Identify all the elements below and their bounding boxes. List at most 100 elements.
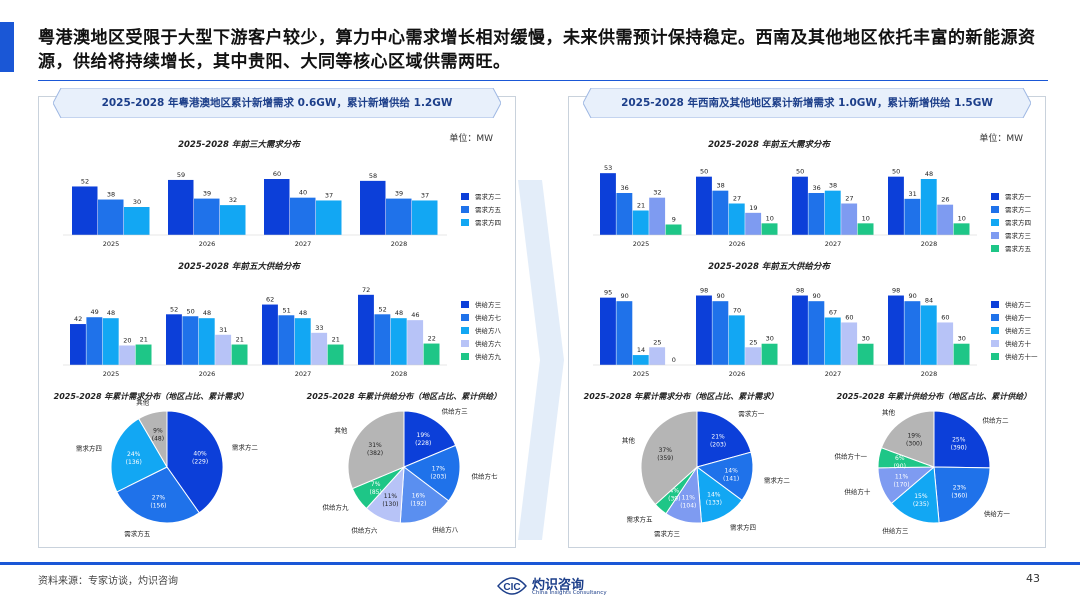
data-label: 30 [766,335,774,343]
bar [278,315,295,365]
bar [358,294,374,365]
data-label: 32 [229,196,237,204]
bar [920,179,937,235]
data-label: 67 [829,308,837,316]
slice-pct-label: 11% [682,495,696,502]
slice-pct-label: 19% [907,433,921,440]
slice-pct-label: 6% [895,455,905,462]
bar [904,301,921,365]
data-label: 95 [604,289,612,297]
slice-value-label: (141) [723,475,739,482]
slice-name-label: 其他 [882,407,896,416]
bar [888,176,904,235]
bar [386,198,412,235]
company-logo: CIC 灼识咨询 China Insights Consultancy [494,572,607,600]
slice-name-label: 供给方六 [351,526,378,535]
data-label: 39 [395,190,403,198]
panel-charts: 2025-2028 年前五大需求分布 53 36 21 32 9 2025 50 38 27 19 1… [584,139,1038,538]
data-label: 46 [411,311,419,319]
bar [857,343,874,365]
data-label: 21 [332,336,340,344]
bar [98,199,124,235]
data-label: 25 [749,338,757,346]
pie-slice [403,444,461,502]
bar-chart: 2025-2028 年前五大供给分布 95 90 14 25 0 2025 98 90 70 25 3… [593,261,1038,378]
data-label: 50 [796,168,804,176]
x-tick-label: 2026 [199,240,216,248]
slice-pct-label: 4% [670,487,680,494]
data-label: 21 [236,336,244,344]
bar [665,224,682,235]
x-tick-label: 2025 [633,240,650,248]
bar [824,190,841,235]
data-label: 48 [299,309,307,317]
bar-chart: 2025-2028 年前五大需求分布 53 36 21 32 9 2025 50 38 27 19 1… [593,139,1032,253]
slice-value-label: (360) [951,493,967,500]
legend-label: 供给方八 [475,326,502,335]
legend-label: 供给方九 [475,352,502,361]
bar [294,318,311,365]
unit-label: 单位：MW [449,134,493,144]
legend-swatch [991,353,999,360]
slice-name-label: 需求方三 [654,529,681,538]
panel-guangdong-hk-macao: 2025-2028 年粤港澳地区累计新增需求 0.6GW，累计新增供给 1.2G… [38,88,516,548]
x-tick-label: 2025 [103,240,120,248]
legend-swatch [461,327,469,334]
data-label: 32 [653,189,661,197]
bar [135,344,152,365]
legend-swatch [461,301,469,308]
data-label: 53 [604,164,612,172]
bar [953,223,970,235]
bar [857,223,874,235]
x-tick-label: 2026 [729,370,746,378]
banner-shape [53,88,501,118]
pie-chart: 2025-2028 年累计需求分布（地区占比、累计需求） 21%(203) 需求方一… [584,391,791,538]
data-label: 0 [672,356,676,364]
slice-name-label: 供给方七 [471,472,498,481]
legend-label: 供给方六 [475,339,502,348]
slice-name-label: 需求方二 [764,475,791,484]
pie-slice [399,466,450,524]
data-label: 72 [362,286,370,294]
slice-pct-label: 17% [432,465,446,472]
bar [600,173,616,235]
slice-pct-label: 25% [952,437,966,444]
slice-value-label: (130) [382,501,398,508]
bar [953,343,970,365]
slice-value-label: (85) [369,489,381,496]
banner-text: 2025-2028 年西南及其他地区累计新增需求 1.0GW，累计新增供给 1.… [621,97,993,109]
data-label: 10 [766,214,774,222]
chart-title: 2025-2028 年前五大供给分布 [178,261,301,272]
slice-value-label: (390) [951,445,967,452]
data-label: 30 [958,335,966,343]
slice-name-label: 供给方三 [442,406,469,415]
pie-slice [403,410,457,468]
bar [808,193,825,235]
data-label: 21 [140,336,148,344]
bar [390,318,407,365]
data-label: 58 [369,172,377,180]
data-label: 50 [186,307,194,315]
slice-value-label: (235) [913,501,929,508]
source-note: 资料来源：专家访谈，灼识咨询 [38,576,178,587]
data-label: 14 [637,346,645,354]
bar [937,322,954,365]
slice-value-label: (229) [192,459,208,466]
slice-value-label: (203) [430,473,446,480]
panel-banner: 2025-2028 年西南及其他地区累计新增需求 1.0GW，累计新增供给 1.… [583,88,1031,118]
data-label: 10 [958,214,966,222]
pie-slice [880,410,935,468]
data-label: 21 [637,202,645,210]
bar [728,203,745,235]
page-number: 43 [1026,572,1040,585]
data-label: 48 [203,309,211,317]
x-tick-label: 2026 [199,370,216,378]
slice-name-label: 需求方四 [730,522,756,531]
data-label: 98 [700,287,708,295]
bar [124,207,150,235]
slice-value-label: (382) [367,450,383,457]
slice-value-label: (228) [415,440,431,447]
bar [407,320,424,365]
data-label: 20 [123,337,131,345]
